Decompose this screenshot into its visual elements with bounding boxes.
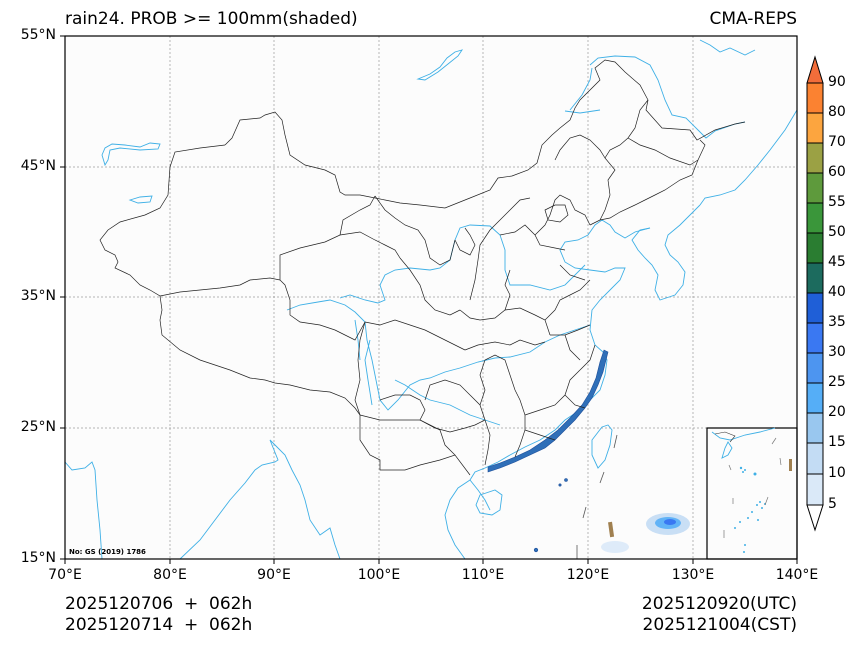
lon-label-100e: 100°E bbox=[357, 567, 401, 583]
lon-label-130e: 130°E bbox=[671, 567, 715, 583]
colorbar-label: 35 bbox=[828, 314, 846, 330]
lat-label-35n: 35°N bbox=[20, 288, 56, 304]
map-background bbox=[65, 36, 797, 559]
lon-label-90e: 90°E bbox=[257, 567, 291, 583]
lon-label-120e: 120°E bbox=[566, 567, 610, 583]
init-time-utc: 2025120706 + 062h bbox=[65, 594, 253, 614]
lat-label-15n: 15°N bbox=[20, 550, 56, 566]
axis-ticks bbox=[60, 35, 798, 564]
south-china-sea-inset bbox=[706, 427, 798, 560]
model-name: CMA-REPS bbox=[709, 9, 797, 29]
colorbar-label: 30 bbox=[828, 344, 846, 360]
lat-label-55n: 55°N bbox=[20, 27, 56, 43]
lat-label-25n: 25°N bbox=[20, 419, 56, 435]
colorbar-label: 10 bbox=[828, 465, 846, 481]
graticule bbox=[65, 36, 797, 559]
colorbar-label: 25 bbox=[828, 374, 846, 390]
lon-label-110e: 110°E bbox=[461, 567, 505, 583]
colorbar-label: 20 bbox=[828, 404, 846, 420]
colorbar-label: 70 bbox=[828, 134, 846, 150]
lon-label-140e: 140°E bbox=[775, 567, 819, 583]
lon-label-70e: 70°E bbox=[48, 567, 82, 583]
colorbar-label: 60 bbox=[828, 164, 846, 180]
map-approval-note: No: GS (2019) 1786 bbox=[69, 548, 146, 556]
ocean-markers bbox=[576, 434, 618, 559]
valid-time-cst: 2025121004(CST) bbox=[642, 615, 797, 635]
ocean-shading bbox=[601, 513, 690, 553]
colorbar-label: 5 bbox=[828, 496, 837, 512]
init-time-cst: 2025120714 + 062h bbox=[65, 615, 253, 635]
chart-title: rain24. PROB >= 100mm(shaded) bbox=[65, 9, 358, 29]
colorbar-label: 40 bbox=[828, 284, 846, 300]
coastal-shading bbox=[487, 349, 609, 553]
colorbar-label: 15 bbox=[828, 434, 846, 450]
lon-label-80e: 80°E bbox=[153, 567, 187, 583]
colorbar-label: 90 bbox=[828, 74, 846, 90]
colorbar-label: 55 bbox=[828, 194, 846, 210]
colorbar bbox=[806, 55, 824, 532]
colorbar-label: 45 bbox=[828, 254, 846, 270]
admin-boundaries bbox=[99, 59, 746, 476]
colorbar-label: 80 bbox=[828, 104, 846, 120]
colorbar-label: 50 bbox=[828, 224, 846, 240]
valid-time-utc: 2025120920(UTC) bbox=[641, 594, 797, 614]
lat-label-45n: 45°N bbox=[20, 158, 56, 174]
